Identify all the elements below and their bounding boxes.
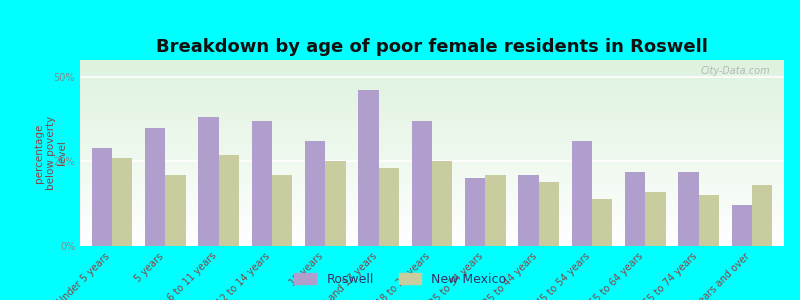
Bar — [326, 161, 346, 246]
Bar — [305, 141, 326, 246]
Bar — [572, 141, 592, 246]
Bar — [625, 172, 646, 246]
Legend: Roswell, New Mexico: Roswell, New Mexico — [289, 268, 511, 291]
Bar — [412, 121, 432, 246]
Bar — [166, 175, 186, 246]
Bar — [646, 192, 666, 246]
Bar — [358, 90, 378, 246]
Bar — [538, 182, 559, 246]
Bar — [486, 175, 506, 246]
Title: Breakdown by age of poor female residents in Roswell: Breakdown by age of poor female resident… — [156, 38, 708, 56]
Bar — [678, 172, 698, 246]
Bar — [272, 175, 292, 246]
Bar — [145, 128, 166, 246]
Y-axis label: percentage
below poverty
level: percentage below poverty level — [34, 116, 67, 190]
Bar — [432, 161, 452, 246]
Bar — [218, 155, 239, 246]
Bar — [252, 121, 272, 246]
Bar — [92, 148, 112, 246]
Bar — [198, 118, 218, 246]
Bar — [732, 206, 752, 246]
Bar — [378, 168, 399, 246]
Bar — [592, 199, 612, 246]
Bar — [752, 185, 772, 246]
Bar — [465, 178, 486, 246]
Bar — [518, 175, 538, 246]
Text: City-Data.com: City-Data.com — [700, 66, 770, 76]
Bar — [698, 195, 719, 246]
Bar — [112, 158, 132, 246]
